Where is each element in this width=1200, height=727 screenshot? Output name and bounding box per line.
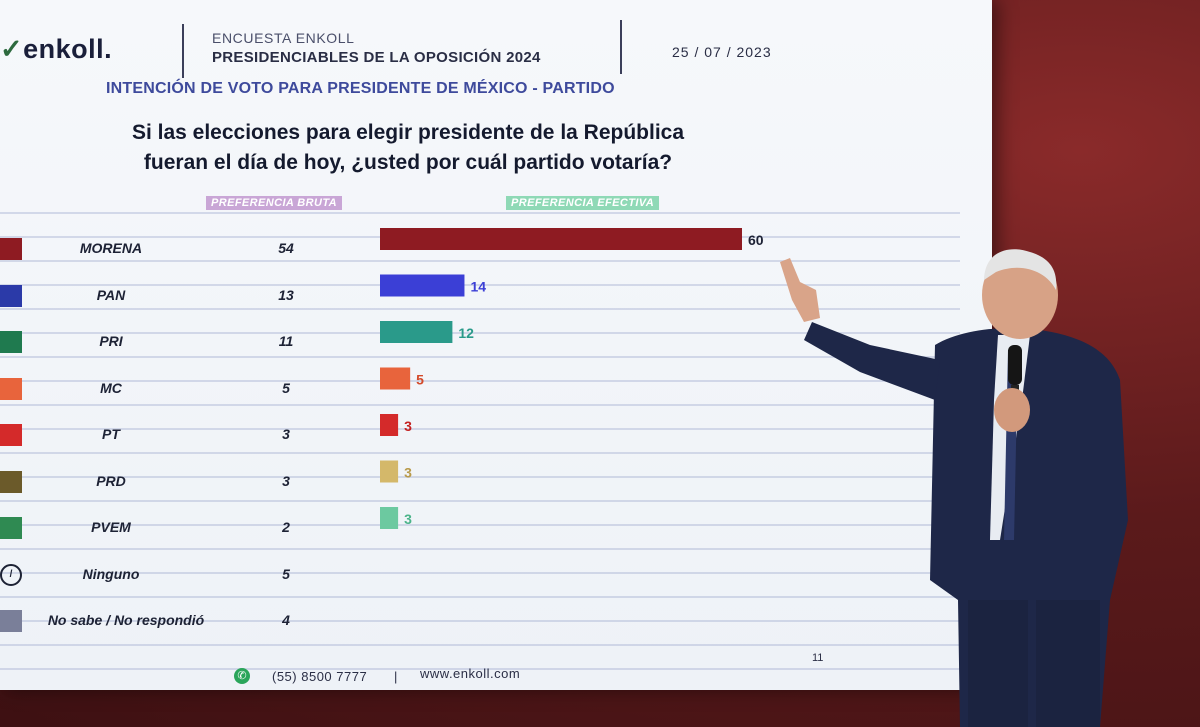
efectiva-bar xyxy=(380,414,399,436)
pri-logo-icon xyxy=(0,331,22,353)
bruta-value: 13 xyxy=(278,286,294,303)
party-label: PVEM xyxy=(91,519,131,535)
scanline xyxy=(0,476,960,478)
efectiva-value-label: 60 xyxy=(748,232,764,248)
bruta-value: 4 xyxy=(282,612,290,628)
header-divider xyxy=(182,24,184,78)
party-label: MC xyxy=(100,379,122,396)
efectiva-bar xyxy=(380,321,453,343)
footer-website: www.enkoll.com xyxy=(420,666,521,681)
bruta-value: 5 xyxy=(282,565,290,582)
bruta-value: 3 xyxy=(282,426,290,442)
survey-title: PRESIDENCIABLES DE LA OPOSICIÓN 2024 xyxy=(212,49,541,66)
footer-separator: | xyxy=(394,669,398,684)
scanline xyxy=(0,284,960,286)
scanline xyxy=(0,404,960,406)
morena-logo-icon xyxy=(0,238,22,260)
legend-bruta: PREFERENCIA BRUTA xyxy=(206,196,342,210)
bruta-value: 2 xyxy=(282,519,290,535)
scanline xyxy=(0,212,960,214)
pt-logo-icon xyxy=(0,424,22,446)
bruta-value: 5 xyxy=(282,379,290,396)
person-question-icon xyxy=(0,610,22,632)
scanline xyxy=(0,620,960,622)
efectiva-value-label: 12 xyxy=(458,325,474,341)
question-line-2: fueran el día de hoy, ¿usted por cuál pa… xyxy=(143,151,673,174)
party-label: PRD xyxy=(96,472,126,489)
scanline xyxy=(0,308,960,310)
party-label: PRI xyxy=(99,333,123,349)
scanline xyxy=(0,356,960,358)
bar-chart: 60 14 12 5 3 3 3 xyxy=(380,228,764,529)
scanline xyxy=(0,548,960,550)
efectiva-bar xyxy=(380,228,742,250)
legend-efectiva: PREFERENCIA EFECTIVA xyxy=(506,196,660,210)
scanline xyxy=(0,332,960,334)
efectiva-value-label: 3 xyxy=(404,418,412,434)
scanline xyxy=(0,500,960,502)
survey-kicker: ENCUESTA ENKOLL xyxy=(212,30,355,46)
efectiva-value-label: 3 xyxy=(404,465,412,481)
efectiva-bar xyxy=(380,367,411,390)
party-label: Ninguno xyxy=(82,565,140,582)
efectiva-value-label: 5 xyxy=(416,372,424,388)
scanline xyxy=(0,380,960,382)
scanline xyxy=(0,644,960,646)
party-label: PAN xyxy=(96,286,126,303)
header-divider-right xyxy=(620,20,622,74)
chart-subtitle: INTENCIÓN DE VOTO PARA PRESIDENTE DE MÉX… xyxy=(106,80,615,97)
mc-logo-icon xyxy=(0,377,22,400)
prd-logo-icon xyxy=(0,470,22,493)
whatsapp-icon: ✆ xyxy=(234,668,250,684)
scanline xyxy=(0,572,960,574)
efectiva-bar xyxy=(380,274,465,297)
party-label: PT xyxy=(102,426,120,442)
party-label: MORENA xyxy=(79,240,143,256)
pvem-logo-icon xyxy=(0,517,22,539)
survey-question: Si las elecciones para elegir presidente… xyxy=(98,118,718,178)
scanline xyxy=(0,524,960,526)
scanline xyxy=(0,428,960,430)
scanline xyxy=(0,596,960,598)
bruta-value: 54 xyxy=(278,240,294,256)
efectiva-bar xyxy=(380,507,399,529)
no-symbol-icon: / xyxy=(0,563,22,586)
efectiva-value-label: 3 xyxy=(404,511,412,527)
page-number: 11 xyxy=(812,652,824,664)
logo-mark-icon: ✓ xyxy=(0,34,24,64)
bruta-value: 11 xyxy=(278,333,294,349)
scanline xyxy=(0,452,960,454)
efectiva-bar xyxy=(380,460,399,483)
question-line-1: Si las elecciones para elegir presidente… xyxy=(131,121,685,144)
party-label: No sabe / No respondió xyxy=(47,612,205,628)
scanline xyxy=(0,668,960,670)
scanline xyxy=(0,260,960,262)
bruta-value: 3 xyxy=(282,472,290,489)
pan-logo-icon xyxy=(0,284,22,307)
efectiva-value-label: 14 xyxy=(470,279,486,295)
footer-phone: (55) 8500 7777 xyxy=(272,669,368,684)
logo-text: enkoll. xyxy=(23,34,113,64)
enkoll-logo: ✓enkoll. xyxy=(0,34,112,65)
survey-date: 25 / 07 / 2023 xyxy=(672,44,772,60)
